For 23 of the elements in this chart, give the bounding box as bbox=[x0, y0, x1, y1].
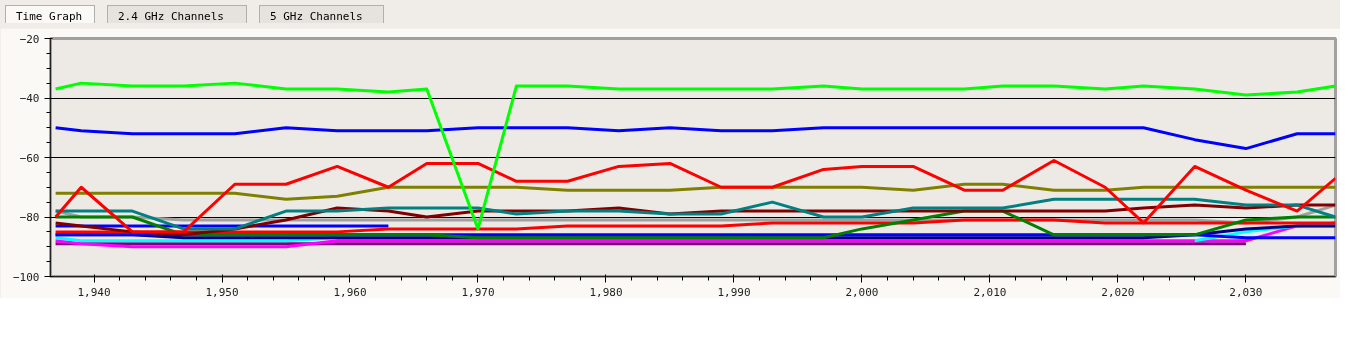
line-series bbox=[54, 182, 1336, 201]
text: 5 GHz Channels bbox=[270, 9, 363, 25]
x-tick-label: 2,010 bbox=[973, 285, 1007, 299]
x-tick-label: 1,990 bbox=[717, 285, 751, 299]
line-series bbox=[54, 158, 1336, 234]
y-tick-label: −100 bbox=[13, 270, 40, 284]
line-series bbox=[54, 81, 1336, 231]
text: Time Graph bbox=[16, 9, 83, 25]
x-tick-label: 2,000 bbox=[845, 285, 879, 299]
y-tick-label: −80 bbox=[19, 211, 40, 224]
y-tick-label: −60 bbox=[19, 151, 40, 165]
y-tick-label: −20 bbox=[19, 32, 40, 46]
x-tick-label: 1,960 bbox=[333, 285, 367, 299]
x-tick-label: 2,020 bbox=[1101, 285, 1135, 299]
x-tick-label: 1,970 bbox=[461, 285, 495, 299]
x-tick-label: 2,030 bbox=[1229, 285, 1263, 299]
line-series bbox=[54, 126, 1336, 151]
text: 2.4 GHz Channels bbox=[118, 9, 224, 25]
x-tick-label: 1,980 bbox=[589, 285, 623, 299]
line-series bbox=[54, 197, 1336, 231]
x-tick-label: 1,940 bbox=[77, 285, 111, 299]
y-tick-label: −40 bbox=[19, 92, 40, 105]
x-tick-label: 1,950 bbox=[205, 285, 239, 299]
